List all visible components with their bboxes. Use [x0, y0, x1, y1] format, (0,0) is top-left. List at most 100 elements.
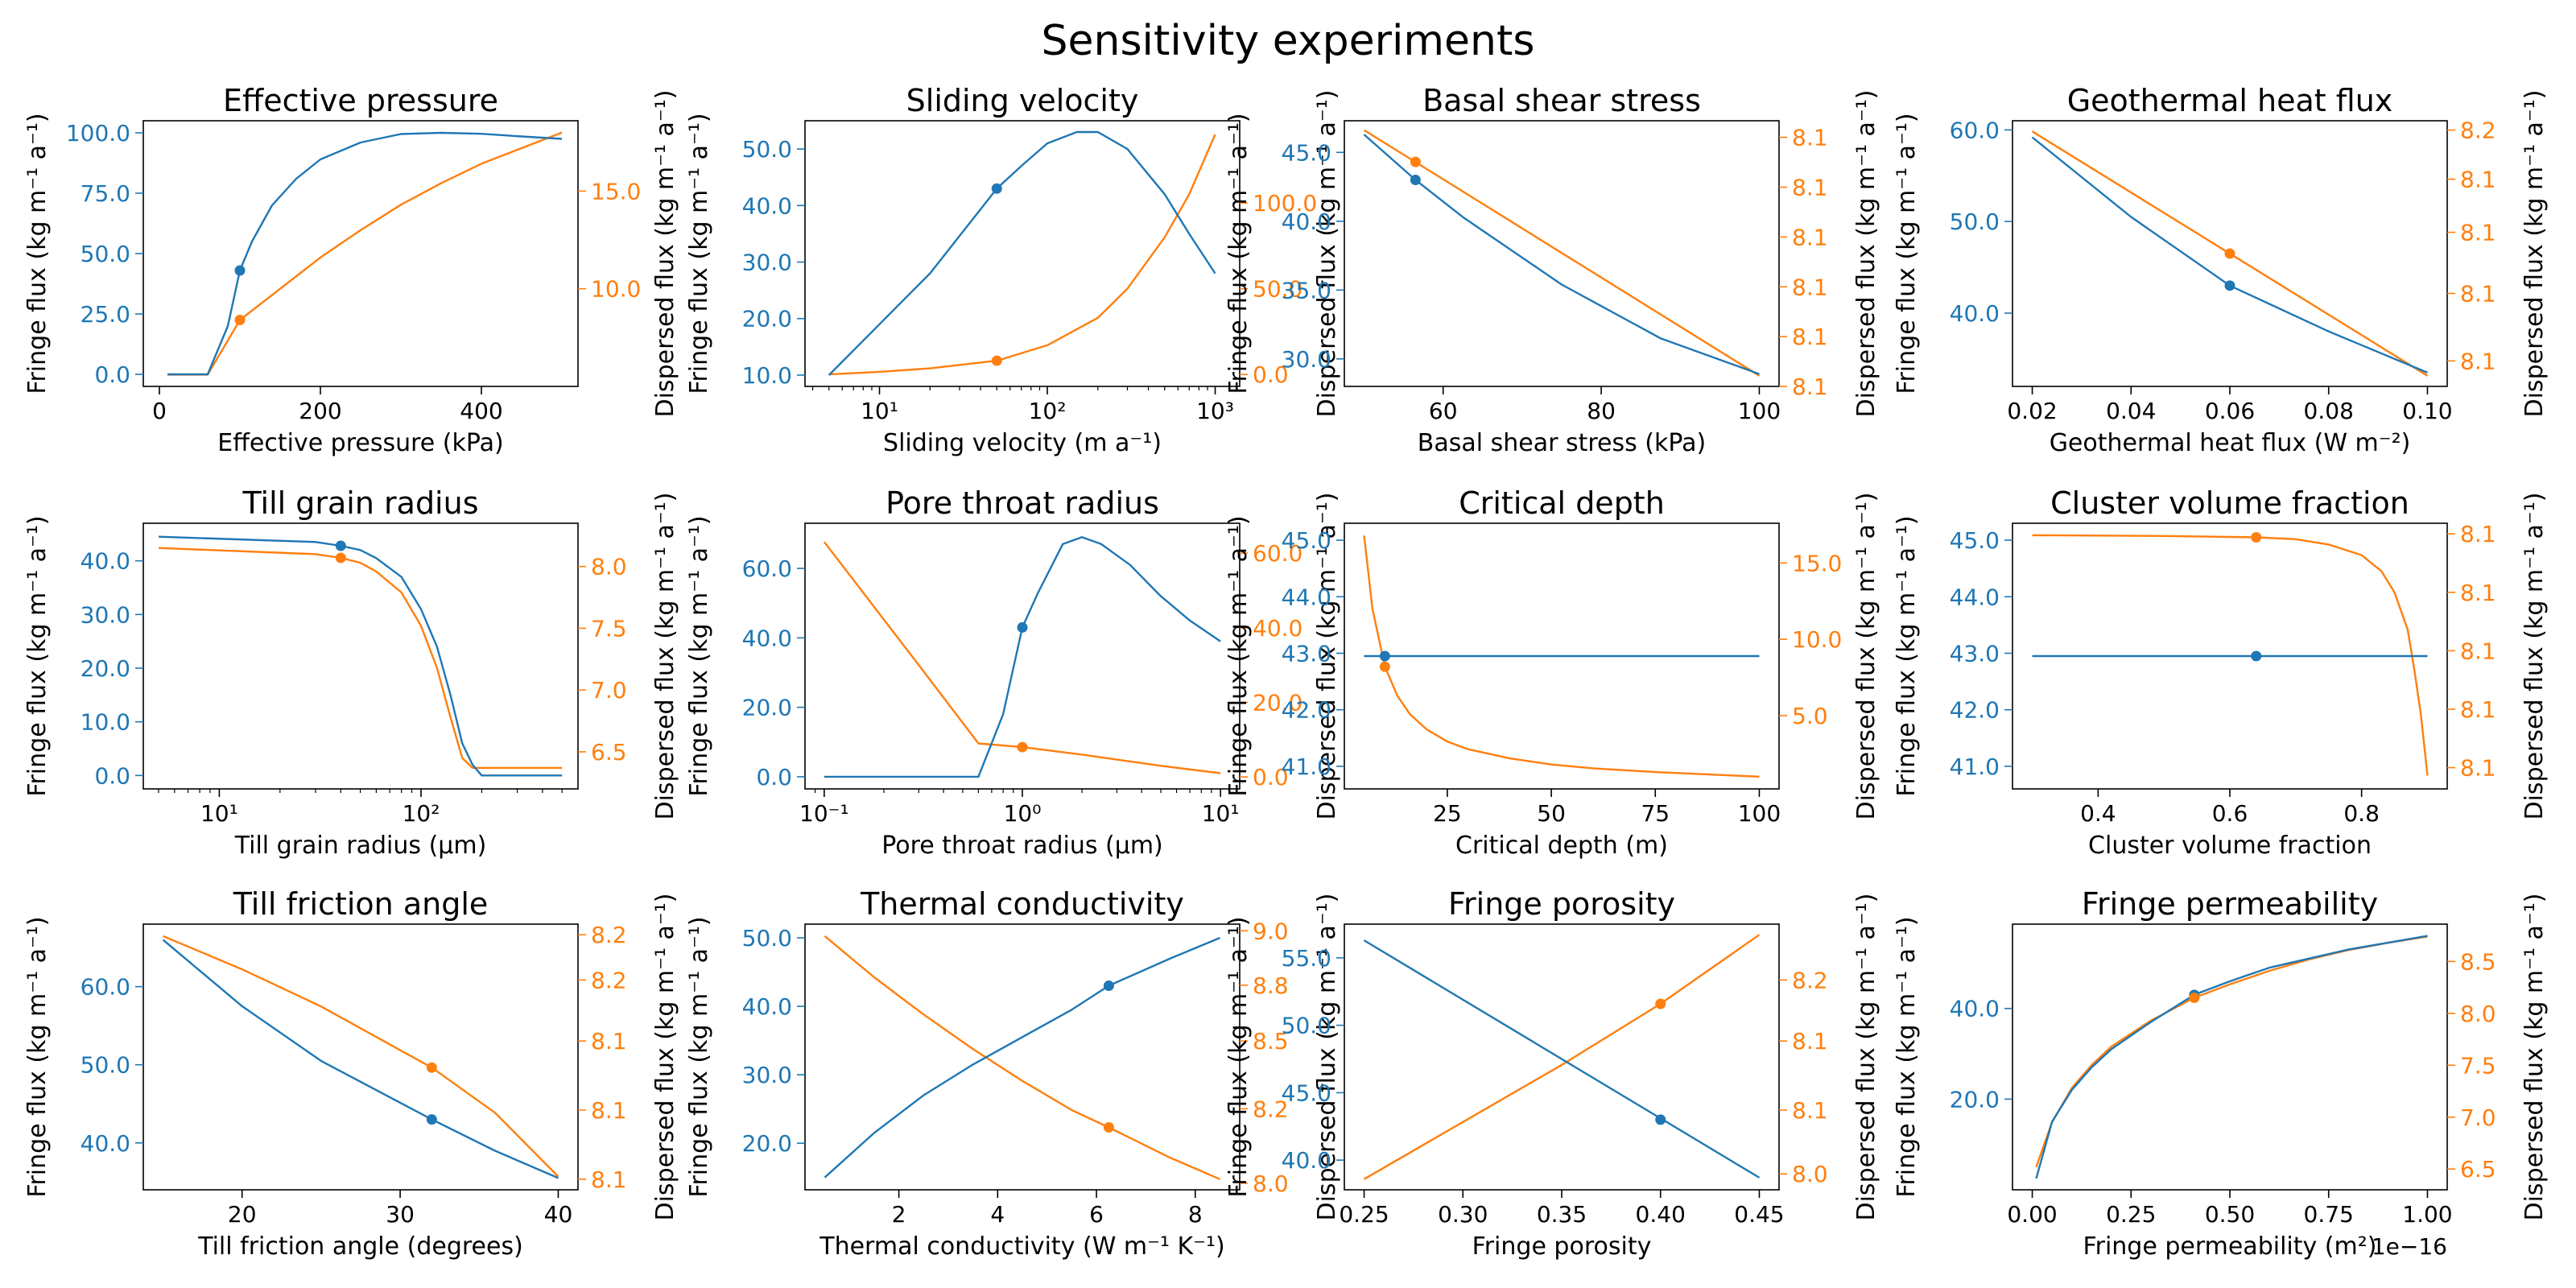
y-right-tick-label: 7.0 — [591, 677, 627, 704]
y-left-tick-label: 40.0 — [80, 548, 130, 575]
y-left-tick-label: 0.0 — [94, 361, 130, 388]
panel-title: Fringe porosity — [1448, 886, 1675, 922]
fringe-flux-line — [1363, 939, 1761, 1179]
y-right-tick-label: 8.1 — [2460, 638, 2496, 664]
y-right-tick-label: 7.5 — [591, 615, 627, 642]
x-tick-label: 100 — [1738, 398, 1781, 424]
y-left-tick-label: 40.0 — [742, 993, 792, 1020]
x-tick-label: 10² — [1029, 398, 1067, 424]
y-right-axis-label: Dispersed flux (kg m⁻¹ a⁻¹) — [2520, 90, 2549, 418]
y-left-axis-label: Fringe flux (kg m⁻¹ a⁻¹) — [23, 113, 52, 394]
y-right-axis-label: Dispersed flux (kg m⁻¹ a⁻¹) — [1852, 90, 1880, 418]
x-tick-label: 30 — [386, 1201, 415, 1228]
y-left-axis-label: Fringe flux (kg m⁻¹ a⁻¹) — [1893, 113, 1921, 394]
fringe-reference-point — [2224, 280, 2235, 291]
y-right-tick-label: 8.1 — [2460, 580, 2496, 606]
y-left-tick-label: 50.0 — [742, 136, 792, 163]
y-right-tick-label: 20.0 — [1253, 689, 1302, 716]
x-tick-label: 0.75 — [2304, 1201, 2354, 1228]
y-left-tick-label: 40.0 — [1282, 208, 1331, 235]
x-tick-label: 1.00 — [2402, 1201, 2452, 1228]
plot-frame — [1344, 120, 1780, 387]
y-left-tick-label: 60.0 — [1950, 117, 2000, 143]
dispersed-reference-point — [1017, 741, 1028, 753]
y-left-tick-label: 45.0 — [1282, 527, 1331, 554]
x-tick-label: 60 — [1429, 398, 1458, 424]
x-tick-label: 100 — [1738, 800, 1781, 827]
y-left-tick-label: 40.0 — [742, 625, 792, 651]
y-right-tick-label: 8.1 — [591, 1028, 627, 1055]
x-tick-label: 40 — [544, 1201, 573, 1228]
fringe-flux-line — [158, 535, 563, 777]
y-right-tick-label: 8.1 — [2460, 348, 2496, 374]
x-tick-label: 0.35 — [1537, 1201, 1587, 1228]
panel-title: Effective pressure — [223, 83, 498, 118]
x-tick-label: 0.25 — [2106, 1201, 2156, 1228]
x-tick-label: 0.00 — [2007, 1201, 2057, 1228]
y-right-tick-label: 15.0 — [591, 178, 641, 204]
y-left-axis-label: Fringe flux (kg m⁻¹ a⁻¹) — [1893, 515, 1921, 796]
x-axis-label: Critical depth (m) — [1455, 832, 1668, 860]
y-right-tick-label: 8.1 — [2460, 755, 2496, 782]
chart-panel: Geothermal heat flux 0.02 0.04 0.06 0.08 0.10… — [1893, 83, 2549, 457]
y-right-tick-label: 10.0 — [591, 276, 641, 303]
dispersed-reference-point — [2251, 531, 2262, 543]
x-tick-label: 10² — [402, 800, 440, 827]
panel-title: Cluster volume fraction — [2050, 485, 2409, 521]
fringe-reference-point — [234, 265, 246, 276]
plot-frame — [804, 923, 1241, 1191]
y-left-tick-label: 100.0 — [66, 120, 130, 147]
dispersed-reference-point — [426, 1062, 437, 1073]
y-right-tick-label: 7.5 — [2460, 1052, 2496, 1079]
dispersed-flux-line — [823, 541, 1221, 774]
y-right-tick-label: 8.0 — [1792, 1161, 1828, 1187]
chart-panel: Basal shear stress 60 80 100 30.0 35.0 40.0 45.… — [1224, 83, 1880, 457]
y-right-axis-label: Dispersed flux (kg m⁻¹ a⁻¹) — [651, 90, 679, 418]
panel-title: Basal shear stress — [1422, 83, 1701, 118]
x-tick-label: 0.50 — [2205, 1201, 2255, 1228]
y-left-tick-label: 20.0 — [742, 1130, 792, 1157]
panel-title: Pore throat radius — [886, 485, 1159, 521]
fringe-flux-line — [162, 939, 559, 1179]
y-left-tick-label: 40.0 — [1950, 996, 2000, 1022]
y-right-axis-label: Dispersed flux (kg m⁻¹ a⁻¹) — [651, 493, 679, 820]
y-right-tick-label: 8.1 — [1792, 125, 1828, 151]
y-right-tick-label: 8.2 — [591, 967, 627, 993]
fringe-flux-line — [828, 130, 1216, 376]
fringe-reference-point — [1103, 980, 1114, 992]
x-tick-label: 25 — [1433, 800, 1462, 827]
fringe-flux-line — [1363, 134, 1760, 375]
x-axis-label: Fringe permeability (m²) — [2083, 1232, 2377, 1261]
y-right-axis-label: Dispersed flux (kg m⁻¹ a⁻¹) — [1313, 90, 1341, 418]
y-left-axis-label: Fringe flux (kg m⁻¹ a⁻¹) — [685, 515, 713, 796]
chart-panel: Thermal conductivity 2 4 6 8 20.0 30.0 40.0 50.0… — [685, 886, 1341, 1261]
y-right-tick-label: 8.1 — [1792, 224, 1828, 250]
fringe-reference-point — [1410, 175, 1421, 186]
y-right-tick-label: 8.1 — [2460, 521, 2496, 547]
y-left-tick-label: 55.0 — [1282, 945, 1331, 972]
x-tick-label: 10¹ — [1202, 800, 1240, 827]
y-left-tick-label: 50.0 — [742, 925, 792, 952]
dispersed-reference-point — [2189, 993, 2200, 1004]
x-tick-label: 0.40 — [1636, 1201, 1686, 1228]
y-left-axis-label: Fringe flux (kg m⁻¹ a⁻¹) — [23, 916, 52, 1197]
x-tick-label: 0.04 — [2106, 398, 2156, 424]
dispersed-flux-line — [824, 935, 1220, 1180]
chart-panel: Till friction angle 20 30 40 40.0 50.0 60.0 8.1… — [23, 886, 679, 1261]
x-tick-label: 4 — [990, 1201, 1005, 1228]
y-left-tick-label: 30.0 — [1282, 346, 1331, 373]
fringe-flux-line — [167, 131, 563, 376]
y-left-tick-label: 35.0 — [1282, 277, 1331, 303]
y-left-axis-label: Fringe flux (kg m⁻¹ a⁻¹) — [1224, 113, 1253, 394]
y-left-tick-label: 50.0 — [80, 1052, 130, 1079]
x-axis-label: Sliding velocity (m a⁻¹) — [883, 429, 1162, 457]
x-axis-label: Basal shear stress (kPa) — [1418, 429, 1706, 457]
y-left-tick-label: 43.0 — [1950, 640, 2000, 667]
y-right-tick-label: 8.0 — [591, 554, 627, 580]
y-right-tick-label: 8.5 — [1253, 1028, 1289, 1055]
x-tick-label: 0.06 — [2205, 398, 2255, 424]
panel-title: Critical depth — [1459, 485, 1665, 521]
y-left-axis-label: Fringe flux (kg m⁻¹ a⁻¹) — [1224, 916, 1253, 1197]
